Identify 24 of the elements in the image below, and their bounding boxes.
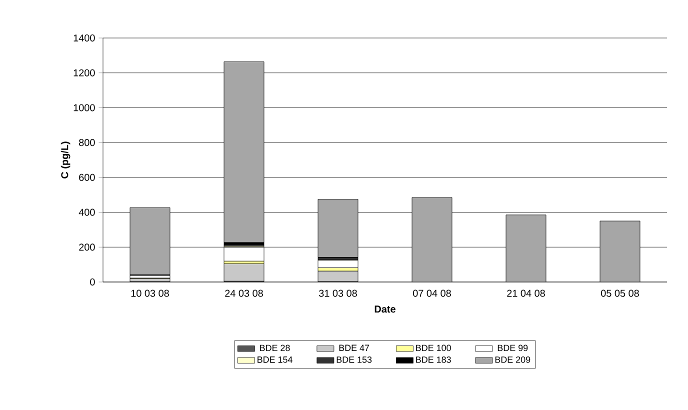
y-tick-label: 400 (78, 208, 95, 216)
legend-label: BDE 28 (260, 344, 290, 352)
y-tick-label: 200 (79, 244, 95, 251)
y-tick-label: 1000 (74, 104, 95, 112)
legend-label: BDE 100 (416, 344, 451, 352)
x-tick-label: 31 03 08 (318, 290, 357, 297)
legend-label: BDE 183 (416, 356, 451, 363)
y-tick-label: 1400 (74, 34, 95, 42)
legend-label: BDE 99 (498, 344, 528, 352)
legend-label: BDE 47 (339, 344, 370, 351)
y-tick-label: 600 (79, 174, 95, 181)
x-tick-label: 21 04 08 (507, 290, 545, 297)
legend-label: BDE 153 (336, 356, 372, 363)
legend-label: BDE 209 (495, 356, 530, 363)
legend-label: BDE 154 (258, 356, 292, 363)
x-tick-label: 24 03 08 (225, 290, 263, 297)
y-tick-label: 1200 (74, 69, 95, 76)
y-tick-label: 800 (79, 139, 95, 146)
y-tick-label: 0 (90, 278, 95, 286)
x-axis-title: Date (374, 306, 396, 313)
y-axis-title: C (pg/L) (60, 142, 70, 178)
x-tick-label: 07 04 08 (413, 290, 451, 297)
x-tick-label: 10 03 08 (131, 290, 169, 297)
x-tick-label: 05 05 08 (601, 290, 639, 297)
